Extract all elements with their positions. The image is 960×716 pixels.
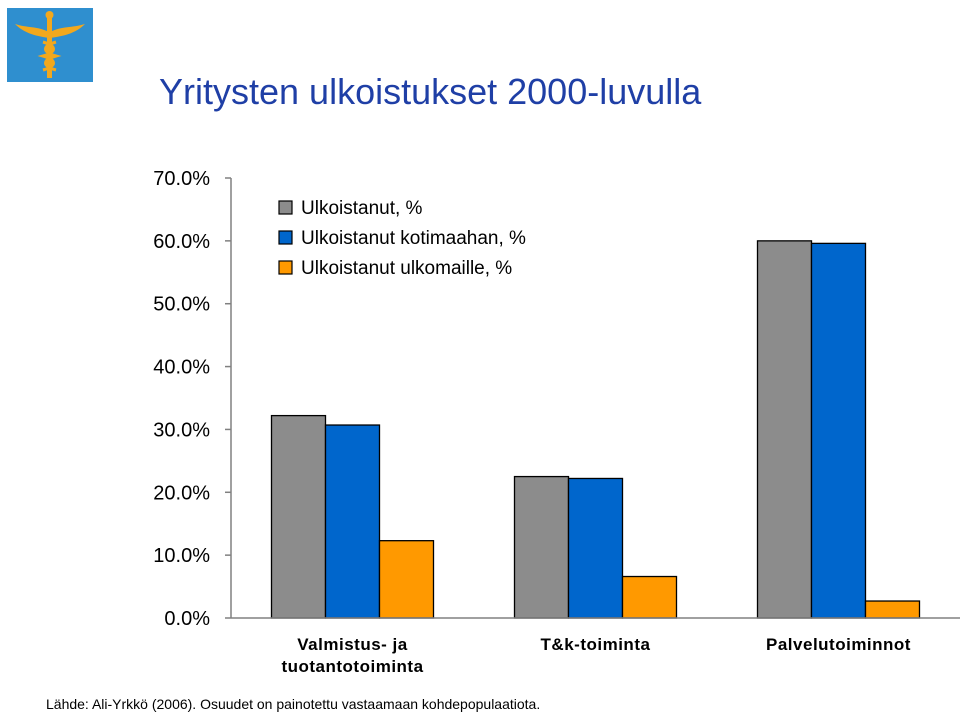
x-tick-label-line: T&k-toiminta	[541, 635, 651, 654]
x-tick-label-line: Valmistus- ja	[297, 635, 407, 654]
legend: Ulkoistanut, % Ulkoistanut kotimaahan, % U…	[278, 198, 526, 279]
y-tick-label: 70.0%	[153, 168, 210, 190]
page-title: Yritysten ulkoistukset 2000-luvulla	[159, 71, 702, 112]
bar	[621, 575, 678, 619]
bar	[270, 414, 327, 619]
legend-label: Ulkoistanut kotimaahan, %	[301, 228, 526, 249]
legend-label: Ulkoistanut, %	[301, 198, 423, 219]
x-tick-label: Palvelutoiminnot	[766, 635, 911, 654]
bars	[270, 240, 921, 619]
caduceus-logo-icon	[7, 8, 93, 87]
bar	[756, 240, 813, 619]
source-note: Lähde: Ali-Yrkkö (2006). Osuudet on pain…	[46, 696, 541, 712]
legend-label: Ulkoistanut ulkomaille, %	[301, 258, 512, 279]
legend-swatch	[278, 230, 293, 245]
y-tick-label: 10.0%	[153, 545, 210, 567]
y-tick-label: 30.0%	[153, 419, 210, 441]
x-axis-labels: Valmistus- ja tuotantotoiminta T&k-toimint…	[281, 635, 911, 676]
y-axis-ticks: 0.0% 10.0% 20.0% 30.0% 40.0% 50.0% 60.0% 70.0%	[153, 168, 231, 630]
y-tick-label: 0.0%	[164, 608, 210, 630]
bar	[324, 424, 381, 619]
y-tick-label: 40.0%	[153, 357, 210, 379]
y-tick-label: 60.0%	[153, 231, 210, 253]
y-tick-label: 50.0%	[153, 294, 210, 316]
x-tick-label: Valmistus- ja tuotantotoiminta	[281, 635, 423, 676]
bar	[567, 477, 624, 619]
bar	[864, 600, 921, 619]
bar	[378, 540, 435, 619]
bar	[810, 242, 867, 619]
legend-swatch	[278, 260, 293, 275]
y-tick-label: 20.0%	[153, 482, 210, 504]
bar	[513, 475, 570, 619]
x-tick-label-line: Palvelutoiminnot	[766, 635, 911, 654]
legend-swatch	[278, 200, 293, 215]
x-tick-label: T&k-toiminta	[541, 635, 651, 654]
x-tick-label-line: tuotantotoiminta	[281, 657, 423, 676]
